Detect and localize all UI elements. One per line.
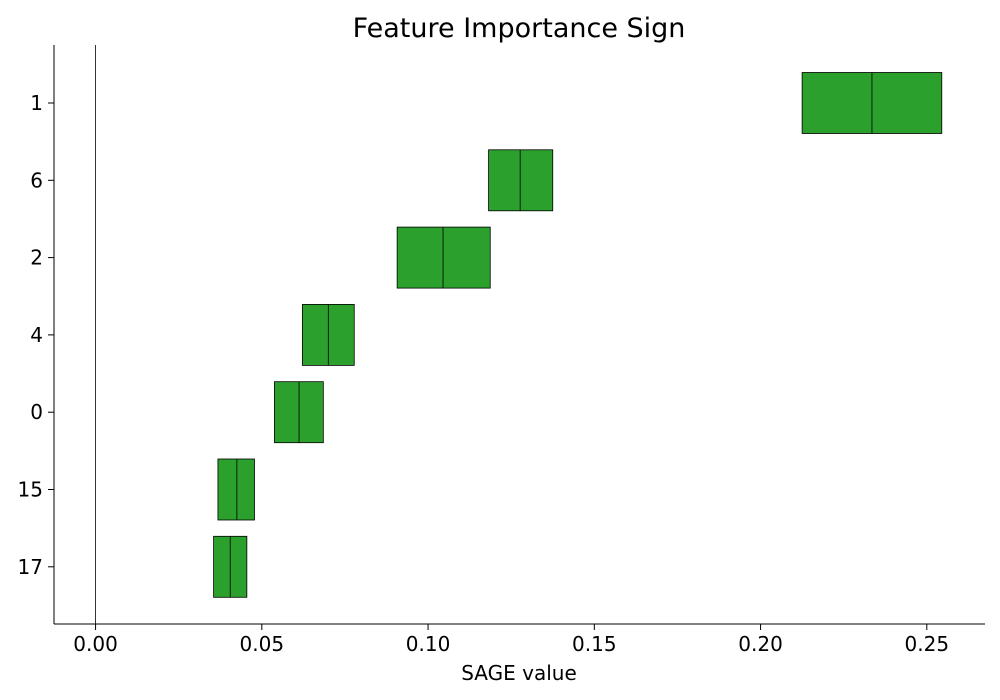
x-tick-label: 0.05 bbox=[240, 632, 285, 656]
bar bbox=[488, 149, 554, 212]
y-tick-label: 1 bbox=[30, 91, 43, 115]
y-tick-label: 6 bbox=[30, 168, 43, 192]
x-tick-label: 0.25 bbox=[905, 632, 950, 656]
plot-area: 0.00 0.05 0.10 0.15 0.20 0.25 1 6 2 4 0 15 17 bbox=[18, 45, 985, 656]
y-tick-label: 17 bbox=[18, 555, 43, 579]
y-tick-label: 4 bbox=[30, 323, 43, 347]
y-tick-label: 15 bbox=[18, 478, 43, 502]
bar bbox=[217, 458, 255, 521]
x-tick-label: 0.10 bbox=[406, 632, 451, 656]
x-axis-label: SAGE value bbox=[461, 661, 577, 685]
bar bbox=[396, 226, 491, 289]
y-tick-label: 0 bbox=[30, 400, 43, 424]
x-tick-label: 0.15 bbox=[572, 632, 617, 656]
chart-title: Feature Importance Sign bbox=[353, 13, 686, 44]
x-tick-label: 0.20 bbox=[738, 632, 783, 656]
x-tick-label: 0.00 bbox=[73, 632, 118, 656]
y-tick-label: 2 bbox=[30, 246, 43, 270]
